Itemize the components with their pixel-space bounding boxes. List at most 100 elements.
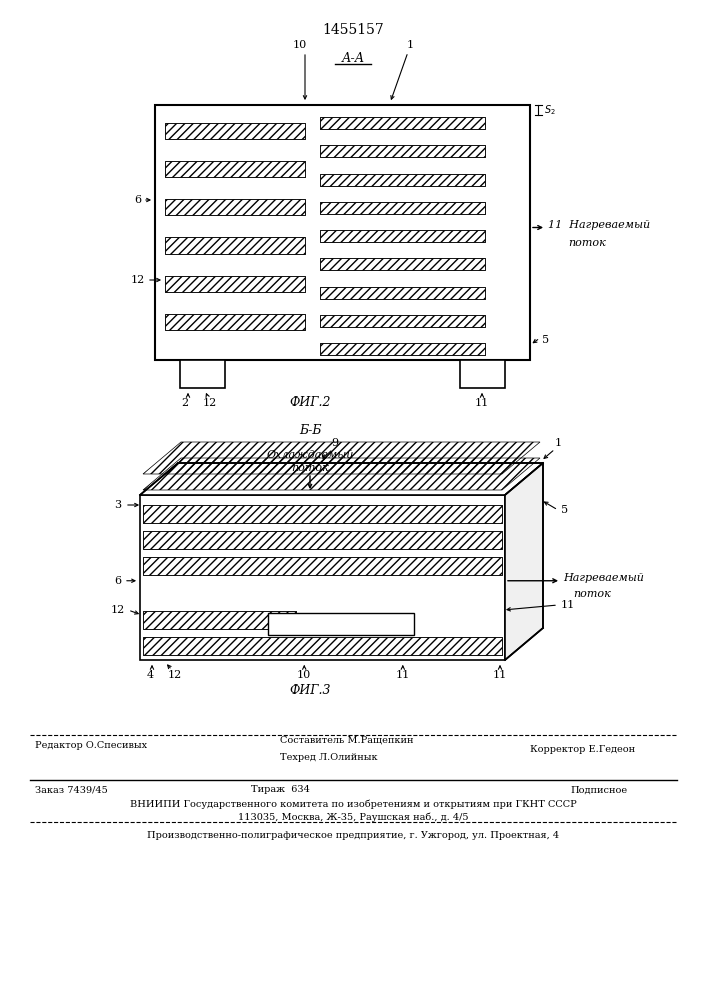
Text: Редактор О.Спесивых: Редактор О.Спесивых (35, 740, 147, 750)
Text: 11: 11 (493, 670, 507, 680)
Text: 11: 11 (561, 600, 575, 610)
Bar (180, 360, 225, 388)
Text: А-А: А-А (341, 51, 365, 64)
Bar (165, 161, 305, 177)
Bar (143, 505, 502, 523)
Bar (320, 230, 485, 242)
Bar (143, 531, 502, 549)
Bar (320, 258, 485, 270)
Bar (165, 161, 305, 177)
Text: 11  Нагреваемый: 11 Нагреваемый (548, 220, 650, 230)
Text: Корректор Е.Гедеон: Корректор Е.Гедеон (530, 746, 635, 754)
Text: ФИГ.3: ФИГ.3 (289, 684, 331, 696)
Text: 11: 11 (475, 398, 489, 408)
Bar (143, 637, 502, 655)
Text: 12: 12 (131, 275, 145, 285)
Bar (165, 237, 305, 254)
Bar (320, 117, 485, 129)
Bar (165, 276, 305, 292)
Text: поток: поток (573, 589, 611, 599)
Bar (143, 611, 296, 629)
Text: 6: 6 (134, 195, 141, 205)
Text: 1: 1 (554, 438, 561, 448)
Bar (165, 123, 305, 139)
Text: 3: 3 (115, 500, 122, 510)
Bar (143, 505, 502, 523)
Bar (165, 276, 305, 292)
Bar (143, 637, 502, 655)
Text: 2: 2 (182, 398, 189, 408)
Bar (143, 611, 296, 629)
Bar (165, 199, 305, 215)
Bar (320, 258, 485, 270)
Bar (143, 557, 502, 575)
Text: 6: 6 (115, 576, 122, 586)
Bar (320, 202, 485, 214)
Bar (320, 117, 485, 129)
Bar (320, 174, 485, 186)
Bar (320, 315, 485, 327)
Bar (143, 531, 502, 549)
Bar (165, 314, 305, 330)
Text: Нагреваемый: Нагреваемый (563, 573, 644, 583)
Bar (165, 123, 305, 139)
Bar (165, 237, 305, 254)
Polygon shape (505, 463, 543, 660)
Bar (165, 314, 305, 330)
Bar (165, 276, 305, 292)
Bar (320, 174, 485, 186)
Bar (268, 613, 414, 635)
Bar (320, 315, 485, 327)
Bar (320, 287, 485, 299)
Text: 10: 10 (293, 40, 307, 50)
Bar (165, 199, 305, 215)
Text: 12: 12 (168, 670, 182, 680)
Text: 113035, Москва, Ж-35, Раушская наб., д. 4/5: 113035, Москва, Ж-35, Раушская наб., д. … (238, 812, 468, 822)
Bar (320, 315, 485, 327)
Bar (320, 174, 485, 186)
Text: 5: 5 (542, 335, 549, 345)
Bar (320, 287, 485, 299)
Bar (143, 637, 502, 655)
Text: 11: 11 (396, 670, 410, 680)
Bar (320, 230, 485, 242)
Bar (140, 495, 505, 660)
Text: Заказ 7439/45: Заказ 7439/45 (35, 786, 107, 794)
Text: 5: 5 (561, 505, 568, 515)
Bar (165, 314, 305, 330)
Text: Охлаждаемый: Охлаждаемый (267, 450, 354, 460)
Text: 1455157: 1455157 (322, 23, 384, 37)
Text: 1: 1 (407, 40, 414, 50)
Bar (320, 343, 485, 355)
Text: поток: поток (291, 463, 329, 473)
Text: 9: 9 (332, 438, 339, 448)
Bar (320, 202, 485, 214)
Text: Техред Л.Олийнык: Техред Л.Олийнык (280, 752, 378, 762)
Text: ВНИИПИ Государственного комитета по изобретениям и открытиям при ГКНТ СССР: ВНИИПИ Государственного комитета по изоб… (129, 799, 576, 809)
Bar (320, 117, 485, 129)
Bar (143, 557, 502, 575)
Bar (320, 343, 485, 355)
Bar (165, 123, 305, 139)
Bar (320, 230, 485, 242)
Text: 12: 12 (203, 398, 217, 408)
Text: ФИГ.2: ФИГ.2 (289, 395, 331, 408)
Text: Подписное: Подписное (570, 786, 627, 794)
Polygon shape (140, 463, 543, 495)
Bar (165, 237, 305, 254)
Bar (460, 360, 505, 388)
Bar (165, 161, 305, 177)
Bar (320, 145, 485, 157)
Text: 10: 10 (297, 670, 311, 680)
Bar (320, 145, 485, 157)
Bar (143, 505, 502, 523)
Text: Б-Б: Б-Б (299, 424, 321, 436)
Text: $S_2$: $S_2$ (544, 103, 556, 117)
Bar (320, 202, 485, 214)
Bar (320, 145, 485, 157)
Bar (143, 611, 296, 629)
Bar (143, 557, 502, 575)
Text: Тираж  634: Тираж 634 (250, 786, 310, 794)
Bar (320, 258, 485, 270)
Bar (143, 531, 502, 549)
